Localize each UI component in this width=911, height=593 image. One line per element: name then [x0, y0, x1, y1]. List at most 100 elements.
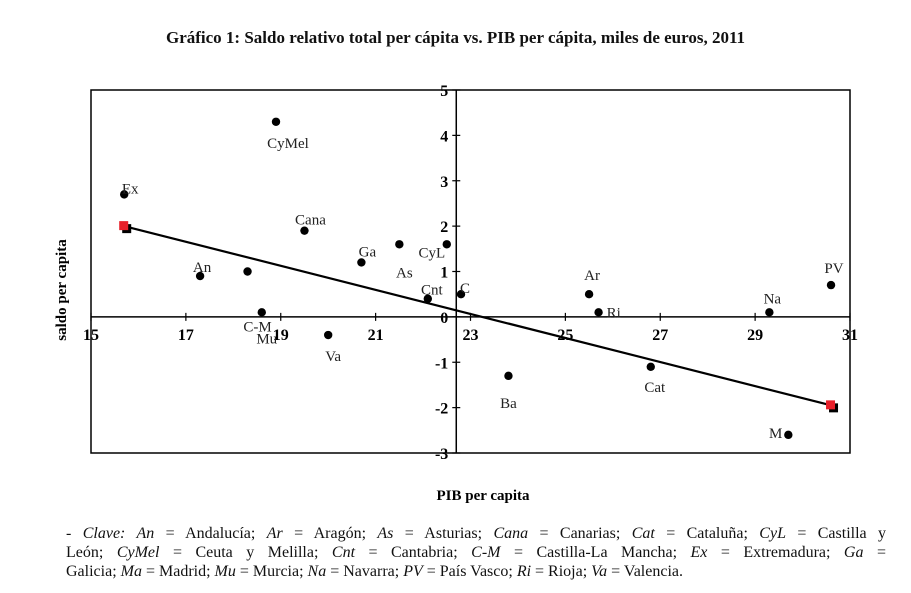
chart-title: Gráfico 1: Saldo relativo total per cápi…	[165, 28, 746, 47]
x-tick-label: 19	[273, 327, 289, 344]
point-label-CyMel: CyMel	[267, 136, 309, 152]
legend-text: = Aragón;	[282, 525, 378, 542]
y-tick-label: -2	[435, 401, 448, 418]
legend-abbrev: CyMel	[116, 544, 160, 561]
point-label-Ar: Ar	[584, 268, 600, 284]
x-tick-label: 31	[842, 327, 858, 344]
point-Mu	[257, 308, 266, 317]
point-label-Cnt: Cnt	[421, 283, 444, 299]
point-C	[456, 289, 466, 299]
point-Ba	[504, 371, 513, 381]
legend-text: = Asturias;	[393, 525, 494, 542]
point-Na	[765, 308, 774, 317]
y-tick-label: 3	[440, 174, 448, 191]
legend-text: = Murcia;	[235, 563, 308, 580]
point-label-As: As	[396, 265, 413, 281]
legend-line: León; CyMel = Ceuta y Melilla; Cnt = Can…	[66, 543, 886, 562]
point-C-M	[243, 267, 252, 276]
legend-text: = Madrid;	[141, 563, 215, 580]
legend-abbrev: Na	[307, 563, 327, 580]
x-tick-label: 23	[463, 327, 479, 344]
y-tick-label: 4	[440, 128, 448, 145]
legend-text: = Castilla y	[785, 525, 887, 542]
legend-text: = Extremadura;	[707, 544, 844, 561]
point-label-An: An	[193, 260, 212, 276]
legend-abbrev: Cana	[493, 525, 529, 542]
legend-text: Galicia;	[66, 563, 121, 580]
point-label-Ri: Ri	[607, 305, 621, 321]
point-M	[784, 430, 793, 440]
x-tick-label: 21	[368, 327, 384, 344]
legend-abbrev: Va	[591, 563, 608, 580]
legend-text: = Canarias;	[528, 525, 632, 542]
legend-text: = Castilla-La Mancha;	[500, 544, 691, 561]
legend-abbrev: CyL	[759, 525, 786, 542]
x-axis-label: PIB per capita	[436, 488, 530, 504]
legend-abbrev: Ma	[120, 563, 142, 580]
legend-abbrev: PV	[403, 563, 423, 580]
legend-abbrev: Ri	[516, 563, 532, 580]
y-tick-label: -1	[435, 355, 448, 372]
x-tick-label: 15	[83, 327, 99, 344]
x-tick-label: 29	[747, 327, 763, 344]
legend-text: = Navarra;	[326, 563, 404, 580]
point-label-Ba: Ba	[500, 396, 517, 412]
plot-frame	[90, 89, 851, 454]
trend-line	[123, 225, 832, 407]
legend-abbrev: Clave: An	[82, 525, 155, 542]
y-tick-label: -3	[435, 446, 448, 463]
point-Va	[323, 330, 333, 340]
point-CyMel	[271, 117, 281, 126]
legend-abbrev: As	[377, 525, 394, 542]
y-tick-label: 0	[440, 310, 448, 327]
legend-abbrev: Ar	[266, 525, 283, 542]
legend-line: - Clave: An = Andalucía; Ar = Aragón; As…	[66, 524, 886, 543]
legend-abbrev: Cat	[631, 525, 655, 542]
legend-text: = Cantabria;	[355, 544, 472, 561]
x-tick-label: 27	[652, 327, 668, 344]
legend-text: = Rioja;	[531, 563, 592, 580]
legend-text: =	[863, 544, 886, 561]
legend-text: = País Vasco;	[422, 563, 517, 580]
point-label-Cat: Cat	[644, 380, 666, 396]
x-tick-label: 25	[557, 327, 573, 344]
point-Cana	[300, 226, 309, 235]
point-label-C-M: C-M	[243, 320, 271, 336]
legend-abbrev: Mu	[214, 563, 236, 580]
trend-end-marker	[826, 400, 836, 410]
legend-abbrev: Cnt	[331, 544, 356, 561]
point-label-Ex: Ex	[122, 181, 139, 197]
point-PV	[826, 280, 836, 290]
point-Ri	[594, 308, 603, 317]
legend-text: León;	[66, 544, 117, 561]
point-label-Va: Va	[325, 349, 341, 365]
point-CyL	[442, 240, 451, 249]
x-tick-label: 17	[178, 327, 194, 344]
trend-end-marker	[119, 221, 129, 231]
point-label-C: C	[460, 281, 470, 297]
point-Ga	[357, 258, 366, 267]
legend-text: = Valencia.	[607, 563, 683, 580]
point-Ex	[120, 190, 129, 199]
point-label-Na: Na	[764, 291, 782, 307]
legend-abbrev: Ga	[843, 544, 864, 561]
point-label-Cana: Cana	[295, 213, 326, 229]
y-axis-label: saldo per capita	[54, 239, 70, 341]
y-tick-label: 5	[440, 83, 448, 100]
point-label-CyL: CyL	[418, 245, 445, 261]
legend-text: -	[66, 525, 83, 542]
legend-abbrev: C-M	[471, 544, 501, 561]
point-label-Mu: Mu	[256, 331, 277, 347]
point-Cnt	[423, 294, 433, 303]
legend-text: = Cataluña;	[654, 525, 760, 542]
legend-text: = Ceuta y Melilla;	[159, 544, 332, 561]
legend-line: Galicia; Ma = Madrid; Mu = Murcia; Na = …	[66, 562, 886, 581]
point-An	[195, 271, 205, 281]
legend-text: = Andalucía;	[154, 525, 267, 542]
point-Cat	[646, 362, 655, 371]
point-label-Ga: Ga	[359, 244, 377, 260]
y-tick-label: 1	[440, 265, 448, 282]
point-Ar	[584, 289, 594, 299]
legend-key: - Clave: An = Andalucía; Ar = Aragón; As…	[66, 524, 886, 581]
y-tick-label: 2	[440, 219, 448, 236]
